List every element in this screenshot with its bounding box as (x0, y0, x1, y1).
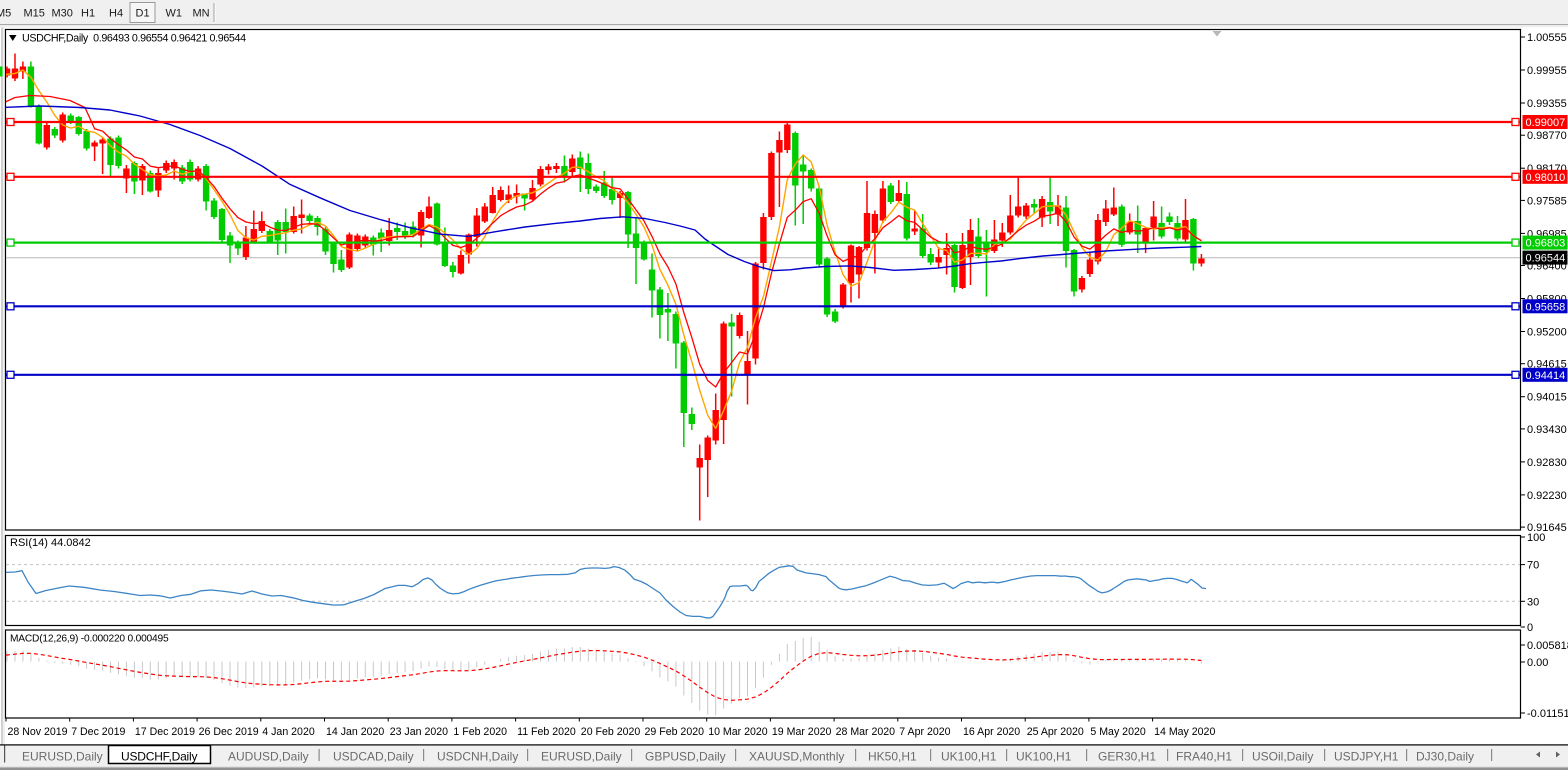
svg-text:HK50,H1: HK50,H1 (868, 750, 917, 764)
svg-text:MN: MN (193, 8, 210, 20)
svg-text:0.96803: 0.96803 (1526, 238, 1566, 250)
svg-text:0.95658: 0.95658 (1526, 301, 1566, 313)
svg-text:0.98770: 0.98770 (1527, 130, 1567, 142)
svg-text:W1: W1 (166, 8, 183, 20)
svg-text:23 Jan 2020: 23 Jan 2020 (390, 726, 448, 738)
svg-text:10 Mar 2020: 10 Mar 2020 (708, 726, 768, 738)
svg-text:0.97585: 0.97585 (1527, 195, 1567, 207)
svg-text:28 Mar 2020: 28 Mar 2020 (836, 726, 896, 738)
svg-text:USDCHF,Daily: USDCHF,Daily (121, 750, 197, 764)
svg-text:EURUSD,Daily: EURUSD,Daily (541, 750, 622, 764)
svg-text:M30: M30 (52, 8, 73, 20)
svg-text:100: 100 (1527, 532, 1545, 544)
svg-text:0.99355: 0.99355 (1527, 98, 1567, 110)
svg-text:0.00: 0.00 (1527, 657, 1548, 669)
svg-text:USDJPY,H1: USDJPY,H1 (1334, 750, 1399, 764)
svg-text:0.94015: 0.94015 (1527, 392, 1567, 404)
svg-text:GER30,H1: GER30,H1 (1098, 750, 1156, 764)
svg-text:EURUSD,Daily: EURUSD,Daily (22, 750, 103, 764)
svg-text:RSI(14) 44.0842: RSI(14) 44.0842 (10, 537, 91, 549)
svg-text:26 Dec 2019: 26 Dec 2019 (199, 726, 259, 738)
svg-text:20 Feb 2020: 20 Feb 2020 (581, 726, 641, 738)
svg-text:M15: M15 (24, 8, 45, 20)
svg-text:0.005818: 0.005818 (1527, 640, 1568, 652)
svg-text:16 Apr 2020: 16 Apr 2020 (963, 726, 1020, 738)
svg-text:0.99955: 0.99955 (1527, 65, 1567, 77)
svg-text:H1: H1 (81, 8, 95, 20)
svg-text:FRA40,H1: FRA40,H1 (1176, 750, 1232, 764)
svg-text:1.00555: 1.00555 (1527, 32, 1567, 44)
svg-text:14 May 2020: 14 May 2020 (1154, 726, 1215, 738)
svg-text:11 Feb 2020: 11 Feb 2020 (517, 726, 576, 738)
svg-text:30: 30 (1527, 596, 1539, 608)
svg-text:H4: H4 (109, 8, 123, 20)
svg-text:0.93430: 0.93430 (1527, 424, 1567, 436)
svg-text:MACD(12,26,9) -0.000220 0.0004: MACD(12,26,9) -0.000220 0.000495 (10, 634, 169, 645)
svg-text:UK100,H1: UK100,H1 (941, 750, 997, 764)
svg-text:0.92830: 0.92830 (1527, 457, 1567, 469)
svg-text:0.99007: 0.99007 (1526, 117, 1566, 129)
svg-text:USDCAD,Daily: USDCAD,Daily (333, 750, 414, 764)
svg-text:GBPUSD,Daily: GBPUSD,Daily (645, 750, 726, 764)
svg-text:28 Nov 2019: 28 Nov 2019 (8, 726, 68, 738)
svg-text:DJ30,Daily: DJ30,Daily (1416, 750, 1474, 764)
svg-text:XAUUSD,Monthly: XAUUSD,Monthly (749, 750, 844, 764)
svg-text:0.95200: 0.95200 (1527, 327, 1567, 339)
svg-text:0.96544: 0.96544 (1526, 253, 1566, 265)
svg-text:5 May 2020: 5 May 2020 (1090, 726, 1145, 738)
svg-text:0.98010: 0.98010 (1526, 172, 1566, 184)
svg-text:USOil,Daily: USOil,Daily (1252, 750, 1313, 764)
svg-text:0.94414: 0.94414 (1526, 370, 1566, 382)
svg-text:UK100,H1: UK100,H1 (1016, 750, 1072, 764)
svg-text:0.92230: 0.92230 (1527, 490, 1567, 502)
svg-text:7 Apr 2020: 7 Apr 2020 (899, 726, 950, 738)
svg-text:70: 70 (1527, 560, 1539, 572)
svg-text:D1: D1 (136, 8, 150, 20)
svg-text:M5: M5 (0, 8, 11, 20)
svg-text:USDCNH,Daily: USDCNH,Daily (437, 750, 518, 764)
svg-text:0.91645: 0.91645 (1527, 522, 1567, 534)
svg-text:AUDUSD,Daily: AUDUSD,Daily (228, 750, 309, 764)
svg-text:0: 0 (1527, 622, 1533, 634)
svg-text:14 Jan 2020: 14 Jan 2020 (326, 726, 384, 738)
svg-text:-0.011514: -0.011514 (1527, 708, 1568, 720)
svg-text:USDCHF,Daily 0.96493 0.96554: USDCHF,Daily 0.96493 0.96554 0.96421 0.9… (22, 33, 246, 45)
svg-text:17 Dec 2019: 17 Dec 2019 (135, 726, 195, 738)
svg-text:4 Jan 2020: 4 Jan 2020 (262, 726, 315, 738)
svg-text:29 Feb 2020: 29 Feb 2020 (645, 726, 705, 738)
svg-text:0.94615: 0.94615 (1527, 359, 1567, 371)
svg-text:25 Apr 2020: 25 Apr 2020 (1027, 726, 1084, 738)
svg-text:7 Dec 2019: 7 Dec 2019 (71, 726, 125, 738)
svg-text:1 Feb 2020: 1 Feb 2020 (453, 726, 507, 738)
svg-text:19 Mar 2020: 19 Mar 2020 (772, 726, 832, 738)
